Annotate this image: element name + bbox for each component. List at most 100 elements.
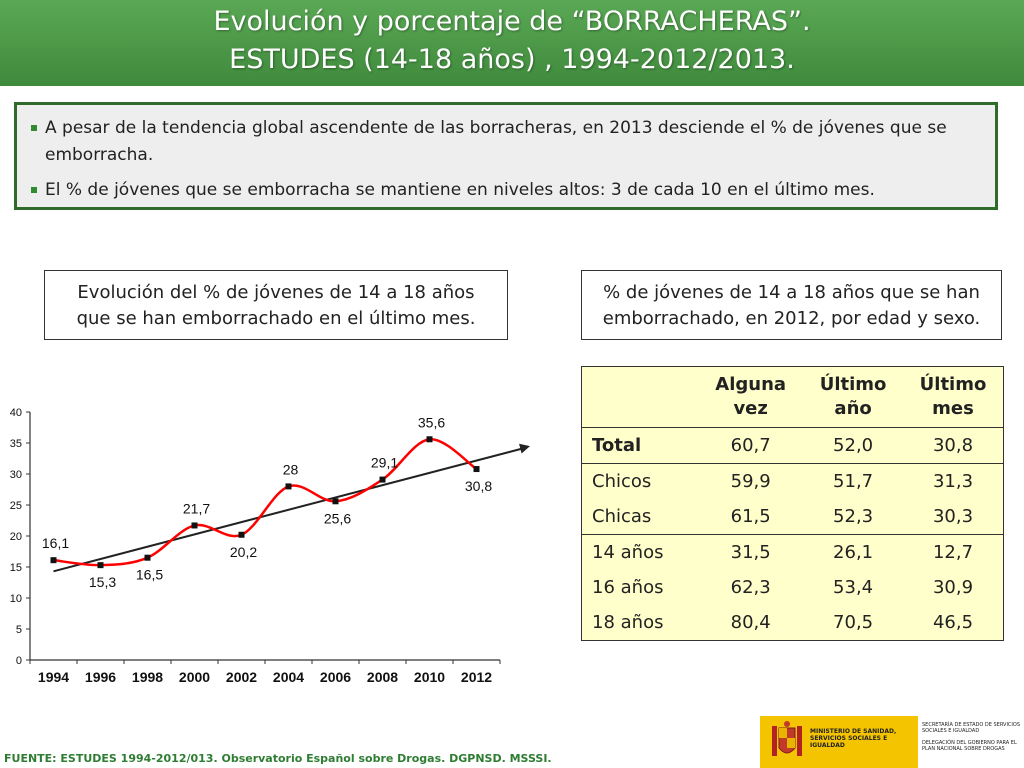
y-tick-label: 10 [10, 593, 22, 605]
title-line-1: Evolución y porcentaje de “BORRACHERAS”. [213, 6, 811, 37]
data-label: 29,1 [371, 455, 398, 471]
x-tick-label: 2008 [367, 669, 398, 685]
x-tick-label: 1996 [85, 669, 116, 685]
trend-arrowhead [519, 443, 530, 454]
table-cell: 46,5 [932, 612, 974, 633]
table-cell: 53,4 [833, 577, 874, 598]
x-tick-label: 2006 [320, 669, 351, 685]
row-label: Chicas [592, 506, 652, 527]
table-caption-line-2: emborrachado, en 2012, por edad y sexo. [602, 308, 981, 329]
data-point [97, 562, 104, 569]
drunkenness-table: Alguna vez Último año Último mes Total 60,7… [581, 366, 1004, 641]
table-caption-line-1: % de jóvenes de 14 a 18 años que se han [603, 282, 980, 303]
data-label: 15,3 [89, 574, 116, 590]
table-row: Chicas 61,5 52,3 30,3 [581, 499, 1004, 535]
table-row: 16 años 62,3 53,4 30,9 [582, 570, 1004, 605]
y-tick-label: 30 [10, 469, 22, 481]
ministry-name: MINISTERIO DE SANIDAD, SERVICIOS SOCIALE… [810, 728, 897, 749]
data-label: 20,2 [230, 544, 257, 560]
ministry-logo: MINISTERIO DE SANIDAD, SERVICIOS SOCIALE… [760, 716, 1024, 768]
table-header-cell: Último mes [919, 374, 987, 419]
y-tick-label: 35 [10, 438, 22, 450]
data-point [144, 554, 151, 561]
x-tick-label: 2012 [461, 669, 492, 685]
title-period: . [786, 44, 795, 75]
table-row: Total 60,7 52,0 30,8 [581, 428, 1004, 464]
table-cell: 31,3 [932, 471, 974, 492]
data-label: 16,5 [136, 567, 163, 583]
table-header-cell [582, 367, 699, 428]
row-label: 14 años [592, 542, 664, 563]
row-label: 18 años [592, 612, 664, 633]
y-tick-label: 20 [10, 531, 22, 543]
x-tick-label: 1994 [38, 669, 69, 685]
data-point [379, 476, 386, 483]
y-tick-label: 15 [10, 562, 22, 574]
table-cell: 61,5 [730, 506, 771, 527]
data-label: 30,8 [465, 478, 492, 494]
data-point [191, 522, 198, 529]
series-line [53, 438, 478, 567]
table-cell: 30,3 [932, 506, 974, 527]
data-point [285, 483, 292, 490]
x-tick-label: 2004 [273, 669, 304, 685]
x-tick-label: 1998 [132, 669, 163, 685]
data-point [426, 436, 433, 443]
title-line-2: ESTUDES (14-18 años) , 1994-2012/2013 [229, 44, 787, 75]
table-cell: 52,3 [833, 506, 874, 527]
y-tick-label: 5 [16, 624, 22, 636]
table-row: 18 años 80,4 70,5 46,5 [582, 605, 1004, 641]
x-tick-label: 2002 [226, 669, 257, 685]
logo-side: SECRETARÍA DE ESTADO DE SERVICIOS SOCIAL… [918, 716, 1024, 768]
chart-caption-line-2: que se han emborrachado en el último mes… [76, 308, 476, 329]
data-label: 25,6 [324, 510, 351, 526]
table-caption: % de jóvenes de 14 a 18 años que se han … [581, 270, 1002, 340]
summary-bullet: El % de jóvenes que se emborracha se man… [29, 177, 983, 204]
summary-bullet-text: El % de jóvenes que se emborracha se man… [45, 180, 875, 200]
x-tick-label: 2000 [179, 669, 210, 685]
table-row: 14 años 31,5 26,1 12,7 [582, 535, 1004, 571]
data-label: 16,1 [42, 535, 69, 551]
y-tick-label: 0 [16, 655, 22, 667]
bullet-square-icon [31, 125, 37, 131]
bullet-square-icon [31, 187, 37, 193]
table-cell: 26,1 [833, 542, 874, 563]
table-cell: 70,5 [833, 612, 874, 633]
table-cell: 59,9 [730, 471, 771, 492]
delegacion-name: DELEGACIÓN DEL GOBIERNO PARA EL PLAN NAC… [922, 740, 1017, 752]
table-cell: 12,7 [932, 542, 974, 563]
table-cell: 80,4 [730, 612, 771, 633]
table-header-cell: Alguna vez [715, 374, 787, 419]
slide-header: Evolución y porcentaje de “BORRACHERAS”.… [0, 0, 1024, 86]
y-tick-label: 40 [10, 407, 22, 419]
x-tick-label: 2010 [414, 669, 445, 685]
table-cell: 30,8 [932, 435, 974, 456]
table-cell: 60,7 [730, 435, 771, 456]
y-tick-label: 25 [10, 500, 22, 512]
summary-box: A pesar de la tendencia global ascendent… [14, 102, 998, 210]
table-cell: 62,3 [730, 577, 771, 598]
chart-caption: Evolución del % de jóvenes de 14 a 18 añ… [44, 270, 508, 340]
row-label: Chicos [592, 471, 652, 492]
data-point [332, 498, 339, 505]
row-label: Total [592, 435, 642, 456]
table-cell: 52,0 [833, 435, 874, 456]
table-header-row: Alguna vez Último año Último mes [581, 367, 1004, 428]
data-point [50, 557, 57, 564]
chart-caption-line-1: Evolución del % de jóvenes de 14 a 18 añ… [77, 282, 475, 303]
coat-of-arms-icon [772, 721, 802, 756]
source-note: FUENTE: ESTUDES 1994-2012/013. Observato… [4, 752, 552, 765]
table-cell: 51,7 [833, 471, 874, 492]
trend-line [53, 447, 525, 573]
table-header-cell: Último año [819, 374, 887, 419]
table-cell: 30,9 [932, 577, 974, 598]
data-point [238, 531, 245, 538]
data-point [473, 466, 480, 473]
summary-bullet-text: A pesar de la tendencia global ascendent… [45, 118, 947, 165]
row-label: 16 años [592, 577, 664, 598]
drunkenness-line-chart: 0 5 10 15 20 25 30 35 40 1994 1996 1998 2000 2002 2004… [10, 407, 530, 685]
table-row: Chicos 59,9 51,7 31,3 [582, 464, 1004, 500]
data-label: 21,7 [183, 500, 210, 516]
data-label: 28 [283, 461, 299, 477]
data-label: 35,6 [418, 414, 445, 430]
